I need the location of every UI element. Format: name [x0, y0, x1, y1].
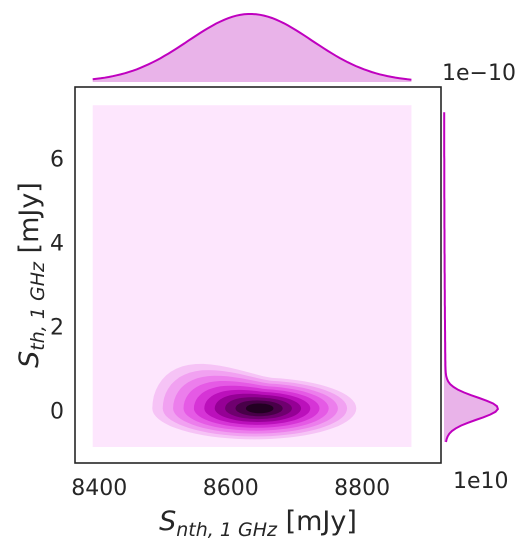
x-axis-label-sub: nth, 1 GHz [176, 519, 278, 541]
joint-axes-frame [74, 86, 442, 464]
joint-kde-contours [92, 105, 412, 447]
y-marginal-kde [443, 112, 500, 443]
x-tick-labels: 8400 8600 8800 [71, 476, 390, 501]
x-axis-label-unit: [mJy] [277, 506, 357, 537]
y-tick-label: 2 [50, 315, 64, 340]
y-tick-label: 6 [50, 147, 64, 172]
x-marginal-line [92, 13, 412, 81]
y-offset-text: 1e−10 [442, 61, 516, 86]
x-marginal-fill [92, 14, 412, 82]
y-tick-label: 0 [50, 399, 64, 424]
x-tick-label: 8800 [334, 476, 390, 501]
y-axis-label-main: S [14, 351, 45, 368]
y-marginal-line [443, 112, 500, 443]
x-marginal-kde [92, 13, 412, 82]
y-marginal-fill [444, 112, 498, 442]
y-axis-label-unit: [mJy] [14, 182, 45, 262]
x-axis-label: Snth, 1 GHz [mJy] [159, 506, 357, 541]
y-tick-labels: 0 2 4 6 [50, 147, 64, 424]
x-axis-label-main: S [159, 506, 176, 537]
x-tick-label: 8600 [203, 476, 259, 501]
kde-contour-level [245, 403, 274, 414]
x-tick-label: 8400 [71, 476, 127, 501]
x-offset-text: 1e10 [453, 469, 509, 494]
y-axis-label-sub: th, 1 GHz [27, 261, 49, 351]
y-tick-label: 4 [50, 231, 64, 256]
y-axis-label: Sth, 1 GHz [mJy] [14, 182, 49, 368]
